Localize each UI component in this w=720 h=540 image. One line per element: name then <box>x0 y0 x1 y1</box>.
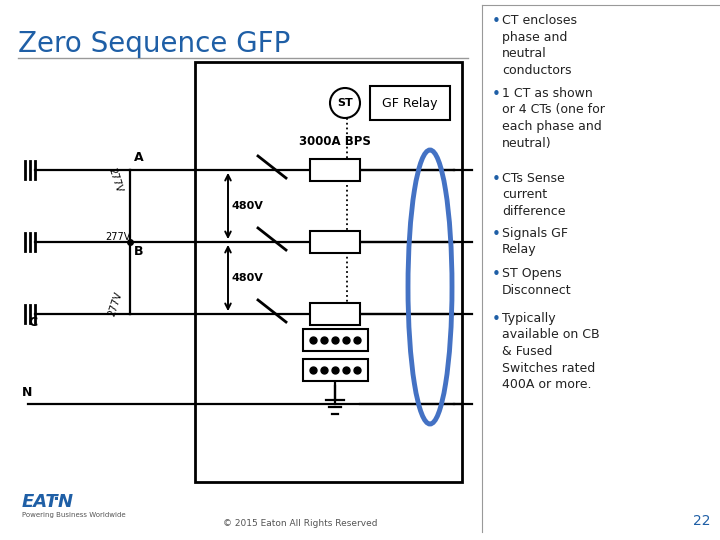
Text: B: B <box>134 245 143 258</box>
Text: •: • <box>492 14 501 29</box>
Text: 3000A BPS: 3000A BPS <box>299 135 371 148</box>
Bar <box>302 329 367 351</box>
Text: ST Opens
Disconnect: ST Opens Disconnect <box>502 267 572 296</box>
Text: Zero Sequence GFP: Zero Sequence GFP <box>18 30 290 58</box>
Text: Typically
available on CB
& Fused
Switches rated
400A or more.: Typically available on CB & Fused Switch… <box>502 312 600 391</box>
Text: 1 CT as shown
or 4 CTs (one for
each phase and
neutral): 1 CT as shown or 4 CTs (one for each pha… <box>502 87 605 150</box>
Text: EAT: EAT <box>22 493 58 511</box>
Text: Signals GF
Relay: Signals GF Relay <box>502 227 568 256</box>
Text: C: C <box>28 316 37 329</box>
Bar <box>370 86 450 120</box>
Circle shape <box>330 88 360 118</box>
Text: •: • <box>492 172 501 187</box>
Text: N: N <box>22 386 32 399</box>
Text: 480V: 480V <box>232 201 264 211</box>
Text: © 2015 Eaton All Rights Reserved: © 2015 Eaton All Rights Reserved <box>222 519 377 528</box>
Bar <box>310 159 360 181</box>
Text: ST: ST <box>337 98 353 108</box>
Text: 277V: 277V <box>105 232 131 242</box>
Bar <box>195 62 462 482</box>
Text: •: • <box>492 312 501 327</box>
Text: ·: · <box>52 491 59 509</box>
Text: CT encloses
phase and
neutral
conductors: CT encloses phase and neutral conductors <box>502 14 577 77</box>
Text: •: • <box>492 267 501 282</box>
Text: 22: 22 <box>693 514 710 528</box>
Text: CTs Sense
current
difference: CTs Sense current difference <box>502 172 565 218</box>
Text: 277V: 277V <box>107 166 124 194</box>
Bar <box>310 231 360 253</box>
Text: •: • <box>492 227 501 242</box>
Text: A: A <box>134 151 143 164</box>
Text: Powering Business Worldwide: Powering Business Worldwide <box>22 512 125 518</box>
Bar <box>302 359 367 381</box>
Text: 480V: 480V <box>232 273 264 283</box>
Text: 277V: 277V <box>107 291 124 318</box>
Text: N: N <box>58 493 73 511</box>
Bar <box>310 303 360 325</box>
Text: GF Relay: GF Relay <box>382 97 438 110</box>
Text: •: • <box>492 87 501 102</box>
